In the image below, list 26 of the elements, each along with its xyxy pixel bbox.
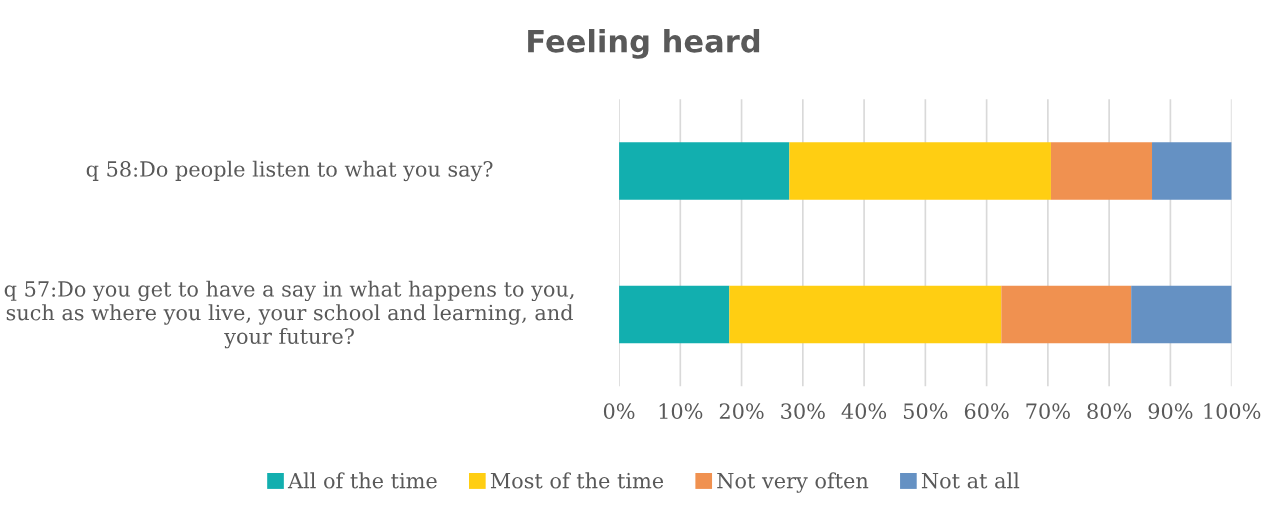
y-tick-label: q 58:Do people listen to what you say? <box>86 160 493 182</box>
x-tick-label: 60% <box>964 403 1009 420</box>
x-tick-label: 0% <box>603 403 635 420</box>
bar <box>1001 285 1132 344</box>
legend-label: All of the time <box>287 472 437 489</box>
bar <box>1152 142 1232 200</box>
bar <box>729 285 1002 344</box>
x-tick-label: 90% <box>1148 403 1193 420</box>
bar <box>619 142 790 200</box>
x-tick-label: 40% <box>841 403 887 420</box>
bar <box>1131 285 1232 344</box>
x-tick-label: 50% <box>903 403 948 420</box>
legend-label: Most of the time <box>490 472 664 489</box>
legend-label: Not at all <box>921 472 1020 489</box>
y-tick-label: q 57:Do you get to have a say in what happens to you, such as where you live, your school and learning, and your future? <box>4 280 574 349</box>
x-tick-label: 100% <box>1204 403 1261 420</box>
x-tick-label: 30% <box>781 403 825 420</box>
x-tick-label: 80% <box>1087 403 1132 420</box>
x-tick-label: 70% <box>1026 403 1070 420</box>
bar <box>1050 142 1153 200</box>
x-tick-label: 10% <box>659 403 703 420</box>
bar <box>619 285 730 344</box>
bar <box>789 142 1051 200</box>
chart-title: Feeling heard <box>528 28 760 59</box>
legend-label: Not very often <box>717 472 869 493</box>
x-tick-label: 20% <box>719 403 764 420</box>
